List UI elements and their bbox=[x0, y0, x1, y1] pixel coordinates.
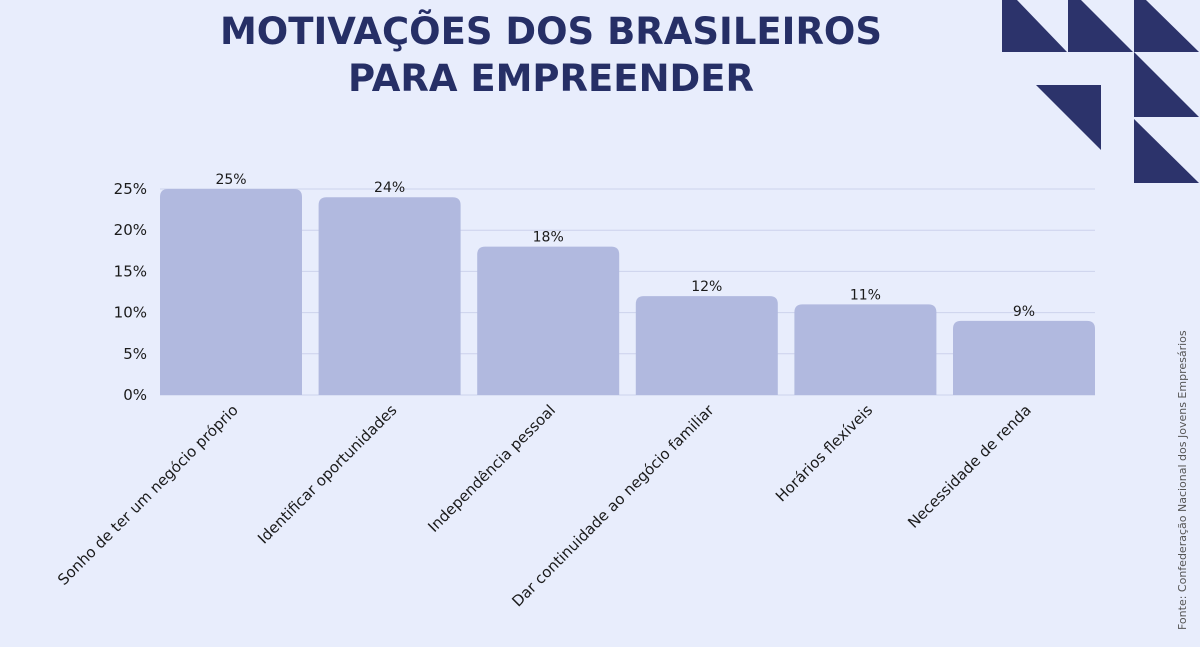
chart-title-line-1: MOTIVAÇÕES DOS BRASILEIROS bbox=[220, 9, 882, 53]
y-tick-label: 25% bbox=[114, 180, 147, 198]
bar bbox=[318, 197, 461, 395]
data-label: 11% bbox=[850, 287, 881, 303]
bar bbox=[477, 246, 620, 395]
y-tick-label: 20% bbox=[114, 221, 147, 239]
x-category-label: Independência pessoal bbox=[424, 401, 559, 536]
data-label: 24% bbox=[374, 180, 405, 196]
data-label: 9% bbox=[1013, 304, 1035, 320]
bar bbox=[635, 296, 778, 395]
triangle-shape bbox=[1002, 0, 1067, 52]
triangle-shape bbox=[1134, 0, 1199, 52]
x-category-label: Identificar oportunidades bbox=[254, 401, 400, 547]
data-label: 18% bbox=[533, 230, 564, 246]
x-category-label: Horários flexíveis bbox=[772, 401, 876, 505]
bar bbox=[953, 320, 1095, 395]
x-category-label: Sonho de ter um negócio próprio bbox=[54, 401, 242, 589]
y-tick-label: 15% bbox=[114, 262, 147, 280]
triangle-shape bbox=[1068, 0, 1133, 52]
source-note: Fonte: Confederação Nacional dos Jovens … bbox=[1176, 330, 1189, 630]
bar bbox=[160, 189, 302, 395]
x-category-label: Necessidade de renda bbox=[904, 401, 1035, 532]
chart-title-line-2: PARA EMPREENDER bbox=[348, 57, 754, 100]
triangle-shape bbox=[1134, 119, 1199, 183]
data-label: 12% bbox=[691, 279, 722, 295]
triangle-shape bbox=[1036, 85, 1101, 150]
bar bbox=[794, 304, 937, 395]
y-tick-label: 5% bbox=[123, 345, 147, 363]
y-tick-label: 0% bbox=[123, 386, 147, 404]
decorative-triangles bbox=[1002, 0, 1199, 183]
triangle-shape bbox=[1134, 52, 1199, 117]
y-tick-label: 10% bbox=[114, 304, 147, 322]
data-label: 25% bbox=[215, 172, 246, 188]
